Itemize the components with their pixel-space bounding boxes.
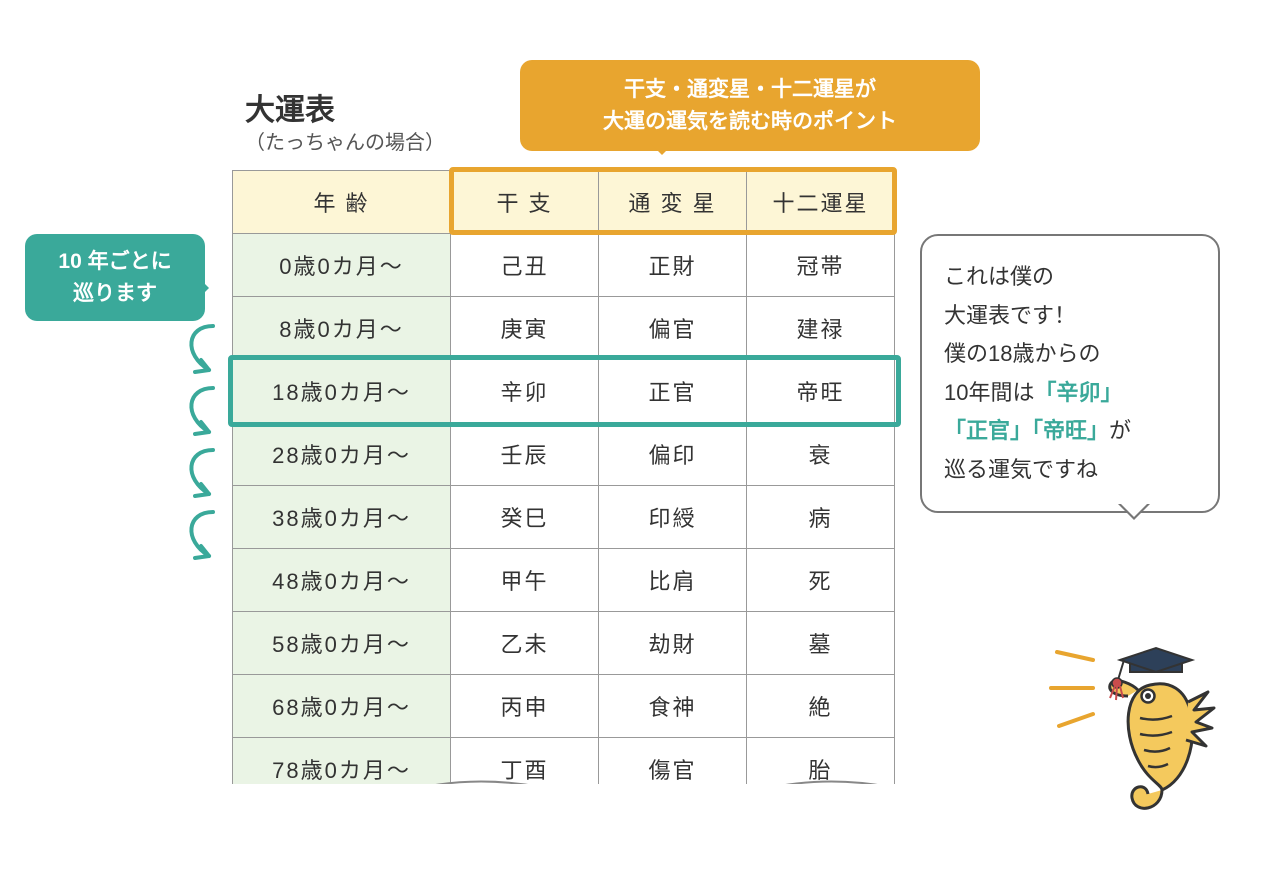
cell-juniun: 衰: [747, 423, 895, 486]
cell-juniun: 病: [747, 486, 895, 549]
cell-juniun: 帝旺: [747, 360, 895, 423]
cell-tsuhen: 偏官: [599, 297, 747, 360]
cell-juniun: 絶: [747, 675, 895, 738]
cell-age: 28歳0カ月～: [233, 423, 451, 486]
wave-mask: [220, 784, 920, 874]
speech-text: これは僕の: [944, 264, 1054, 289]
page-title: 大運表: [245, 85, 335, 129]
cycle-callout: 10 年ごとに 巡ります: [25, 234, 205, 321]
cell-eto: 乙未: [451, 612, 599, 675]
curve-arrow-icon: [175, 506, 215, 568]
cell-age: 18歳0カ月～: [233, 360, 451, 423]
table-row: 58歳0カ月～乙未劫財墓: [233, 612, 895, 675]
cell-tsuhen: 食神: [599, 675, 747, 738]
th-age: 年 齢: [233, 171, 451, 234]
curve-arrow-icon: [175, 320, 215, 382]
cell-eto: 丙申: [451, 675, 599, 738]
curve-arrow-icon: [175, 382, 215, 444]
cell-tsuhen: 偏印: [599, 423, 747, 486]
th-eto: 干 支: [451, 171, 599, 234]
table-row: 8歳0カ月～庚寅偏官建禄: [233, 297, 895, 360]
cell-eto: 甲午: [451, 549, 599, 612]
cell-juniun: 建禄: [747, 297, 895, 360]
cell-age: 8歳0カ月～: [233, 297, 451, 360]
cell-age: 68歳0カ月～: [233, 675, 451, 738]
cell-juniun: 死: [747, 549, 895, 612]
cell-age: 0歳0カ月～: [233, 234, 451, 297]
table-row: 48歳0カ月～甲午比肩死: [233, 549, 895, 612]
fortune-table: 年 齢 干 支 通 変 星 十二運星 0歳0カ月～己丑正財冠帯 8歳0カ月～庚寅…: [232, 170, 895, 801]
table-row: 28歳0カ月～壬辰偏印衰: [233, 423, 895, 486]
cell-age: 38歳0カ月～: [233, 486, 451, 549]
cell-age: 58歳0カ月～: [233, 612, 451, 675]
cell-juniun: 墓: [747, 612, 895, 675]
cell-eto: 壬辰: [451, 423, 599, 486]
cell-tsuhen: 比肩: [599, 549, 747, 612]
cell-juniun: 冠帯: [747, 234, 895, 297]
cell-eto: 己丑: [451, 234, 599, 297]
speech-text: が: [1109, 418, 1131, 443]
th-juniun: 十二運星: [747, 171, 895, 234]
curve-arrow-icon: [175, 444, 215, 506]
cell-tsuhen: 正官: [599, 360, 747, 423]
header-callout: 干支・通変星・十二運星が 大運の運気を読む時のポイント: [520, 60, 980, 151]
cell-eto: 癸巳: [451, 486, 599, 549]
table-row: 68歳0カ月～丙申食神絶: [233, 675, 895, 738]
speech-highlight: 「辛卯」: [1034, 380, 1122, 405]
callout-text: 大運の運気を読む時のポイント: [603, 110, 897, 133]
cell-tsuhen: 印綬: [599, 486, 747, 549]
table-row: 0歳0カ月～己丑正財冠帯: [233, 234, 895, 297]
cell-eto: 庚寅: [451, 297, 599, 360]
seahorse-teacher-icon: [1090, 630, 1240, 820]
speech-highlight: 「正官」「帝旺」: [944, 418, 1109, 443]
table-header-row: 年 齢 干 支 通 変 星 十二運星: [233, 171, 895, 234]
speech-text: 10年間は: [944, 380, 1034, 405]
page-subtitle: （たっちゃんの場合）: [245, 126, 445, 155]
callout-text: 巡ります: [73, 282, 157, 305]
callout-text: 干支・通変星・十二運星が: [624, 78, 876, 101]
table-row: 18歳0カ月～辛卯正官帝旺: [233, 360, 895, 423]
callout-text: 10 年ごとに: [58, 250, 171, 273]
cell-tsuhen: 正財: [599, 234, 747, 297]
cycle-arrows: [175, 320, 215, 568]
cell-eto: 辛卯: [451, 360, 599, 423]
speech-bubble: これは僕の 大運表です！ 僕の18歳からの 10年間は「辛卯」 「正官」「帝旺」…: [920, 234, 1220, 513]
table-row: 38歳0カ月～癸巳印綬病: [233, 486, 895, 549]
cell-age: 48歳0カ月～: [233, 549, 451, 612]
speech-text: 大運表です！: [944, 303, 1076, 328]
th-tsuhen: 通 変 星: [599, 171, 747, 234]
speech-text: 僕の18歳からの: [944, 341, 1100, 366]
speech-text: 巡る運気ですね: [944, 457, 1098, 482]
cell-tsuhen: 劫財: [599, 612, 747, 675]
